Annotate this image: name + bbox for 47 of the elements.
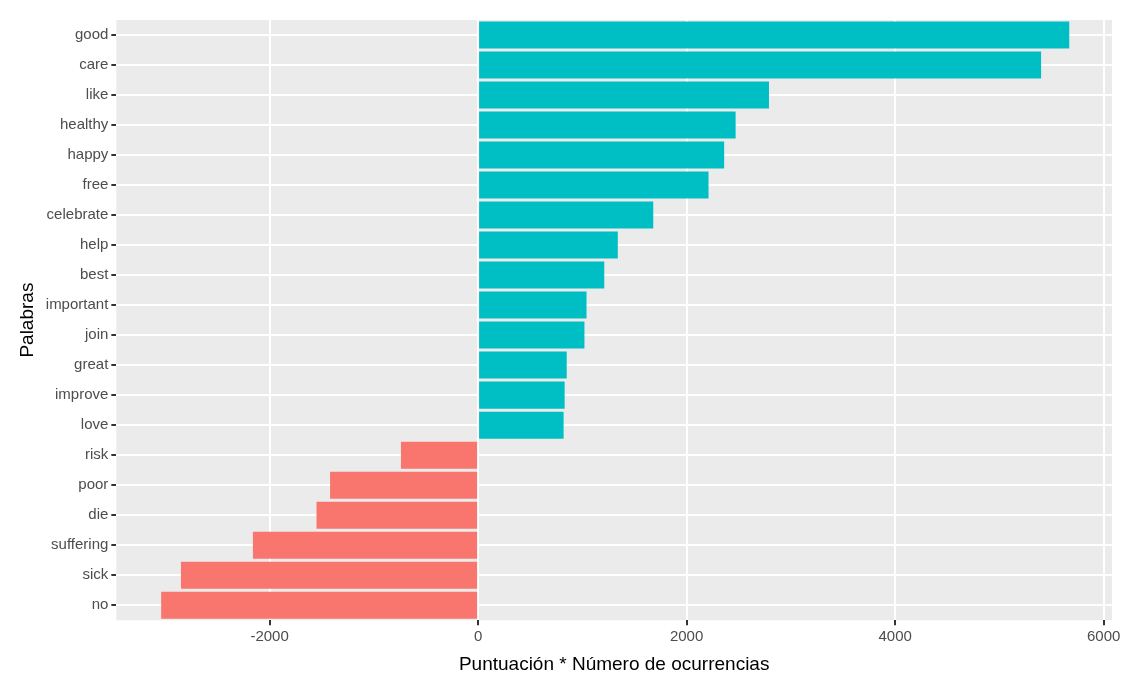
y-tick-label: good	[74, 25, 109, 43]
bar	[330, 471, 478, 499]
y-tick-label: love	[80, 415, 109, 433]
y-tick-label: best	[79, 265, 110, 283]
y-tick-label: join	[83, 325, 109, 343]
y-tick-label: healthy	[59, 115, 109, 133]
bar	[400, 441, 478, 469]
bar	[252, 531, 478, 559]
bar	[479, 51, 1042, 79]
y-tick-label: important	[45, 295, 110, 313]
bar	[316, 501, 478, 529]
y-tick-label: die	[88, 505, 109, 523]
bar	[479, 201, 654, 229]
bar	[479, 141, 725, 169]
y-tick-label: celebrate	[46, 205, 109, 223]
bar	[479, 231, 618, 259]
y-tick-label: poor	[78, 475, 109, 493]
y-tick-label: free	[82, 175, 109, 193]
bar	[479, 411, 564, 439]
y-tick-label: great	[74, 355, 110, 373]
bar	[479, 171, 709, 199]
x-tick-label: 4000	[878, 627, 912, 645]
bar	[479, 81, 769, 109]
x-tick-label: 6000	[1086, 627, 1121, 645]
bar	[479, 291, 587, 319]
bar	[180, 561, 478, 589]
y-tick-label: help	[79, 235, 109, 253]
y-tick-label: happy	[67, 145, 109, 163]
bar	[479, 261, 605, 289]
y-tick-label: care	[79, 55, 109, 73]
bar	[161, 591, 478, 619]
y-axis-title: Palabras	[15, 282, 37, 358]
y-tick-label: sick	[82, 565, 109, 583]
bar	[479, 351, 567, 379]
y-tick-label: improve	[54, 385, 109, 403]
y-tick-label: no	[91, 595, 109, 613]
x-tick-label: 0	[473, 627, 483, 645]
bar	[479, 111, 736, 139]
bar	[479, 321, 585, 349]
x-tick-label: -2000	[250, 627, 289, 645]
x-axis-title: Puntuación * Número de ocurrencias	[458, 652, 770, 674]
y-tick-label: risk	[85, 445, 109, 463]
y-tick-label: suffering	[51, 535, 109, 553]
bar	[479, 381, 565, 409]
y-tick-label: like	[85, 85, 109, 103]
bar	[479, 21, 1070, 49]
x-tick-label: 2000	[669, 627, 704, 645]
